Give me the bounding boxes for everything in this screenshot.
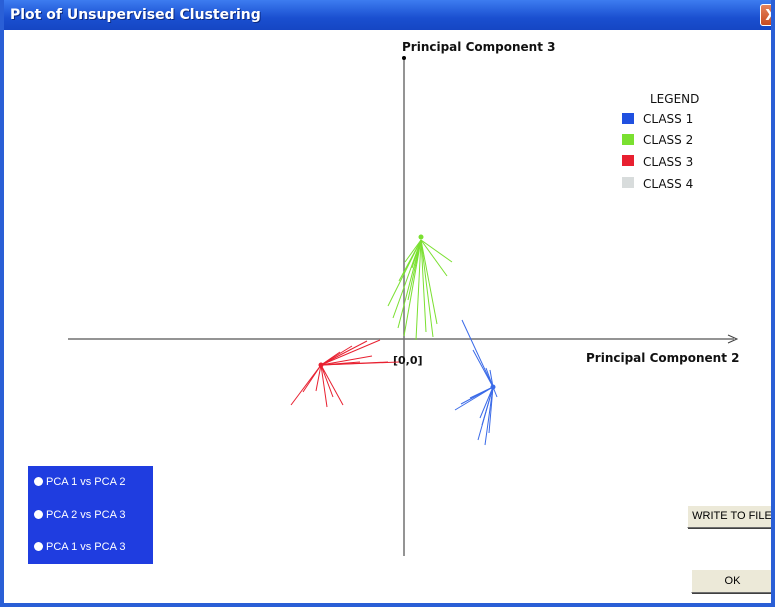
y-axis-tip xyxy=(402,56,406,60)
legend-label-class-3: CLASS 3 xyxy=(643,155,693,169)
legend: LEGEND CLASS 1 CLASS 2 CLASS 3 CLASS 4 xyxy=(622,92,699,191)
option-pca2-vs-pca3[interactable]: PCA 2 vs PCA 3 xyxy=(34,507,125,523)
class-3-cluster xyxy=(290,339,400,408)
y-axis-label: Principal Component 3 xyxy=(402,40,555,54)
legend-swatch-class-3 xyxy=(622,155,634,166)
legend-label-class-2: CLASS 2 xyxy=(643,133,693,147)
option-label: PCA 1 vs PCA 3 xyxy=(46,541,126,553)
x-axis-arrow xyxy=(727,334,739,344)
option-label: PCA 1 vs PCA 2 xyxy=(46,476,126,488)
legend-label-class-4: CLASS 4 xyxy=(643,177,693,191)
class-2-cluster xyxy=(387,239,453,341)
x-axis-label: Principal Component 2 xyxy=(586,351,739,365)
legend-swatch-class-2 xyxy=(622,134,634,145)
close-button[interactable]: X xyxy=(760,4,771,26)
option-pca1-vs-pca3[interactable]: PCA 1 vs PCA 3 xyxy=(34,539,125,555)
title-bar[interactable]: Plot of Unsupervised Clustering X xyxy=(4,0,771,30)
class-3-centroid xyxy=(318,362,324,368)
legend-label-class-1: CLASS 1 xyxy=(643,112,693,126)
radio-dot-icon xyxy=(34,509,43,519)
legend-swatch-class-1 xyxy=(622,113,634,124)
legend-title: LEGEND xyxy=(650,92,699,106)
option-label: PCA 2 vs PCA 3 xyxy=(46,509,126,521)
radio-dot-icon xyxy=(34,476,43,486)
window-title: Plot of Unsupervised Clustering xyxy=(10,7,261,23)
class-2-centroid xyxy=(418,234,424,240)
class-1-cluster xyxy=(454,319,498,446)
legend-swatch-class-4 xyxy=(622,177,634,188)
origin-label: [0,0] xyxy=(393,354,423,367)
view-options-panel: PCA 1 vs PCA 2 PCA 2 vs PCA 3 PCA 1 vs P… xyxy=(28,466,153,564)
class-1-centroid xyxy=(490,384,496,390)
radio-dot-icon xyxy=(34,541,43,551)
ok-button[interactable]: OK xyxy=(691,569,771,593)
option-pca1-vs-pca2[interactable]: PCA 1 vs PCA 2 xyxy=(34,474,125,490)
write-to-file-button[interactable]: WRITE TO FILE xyxy=(687,505,771,528)
